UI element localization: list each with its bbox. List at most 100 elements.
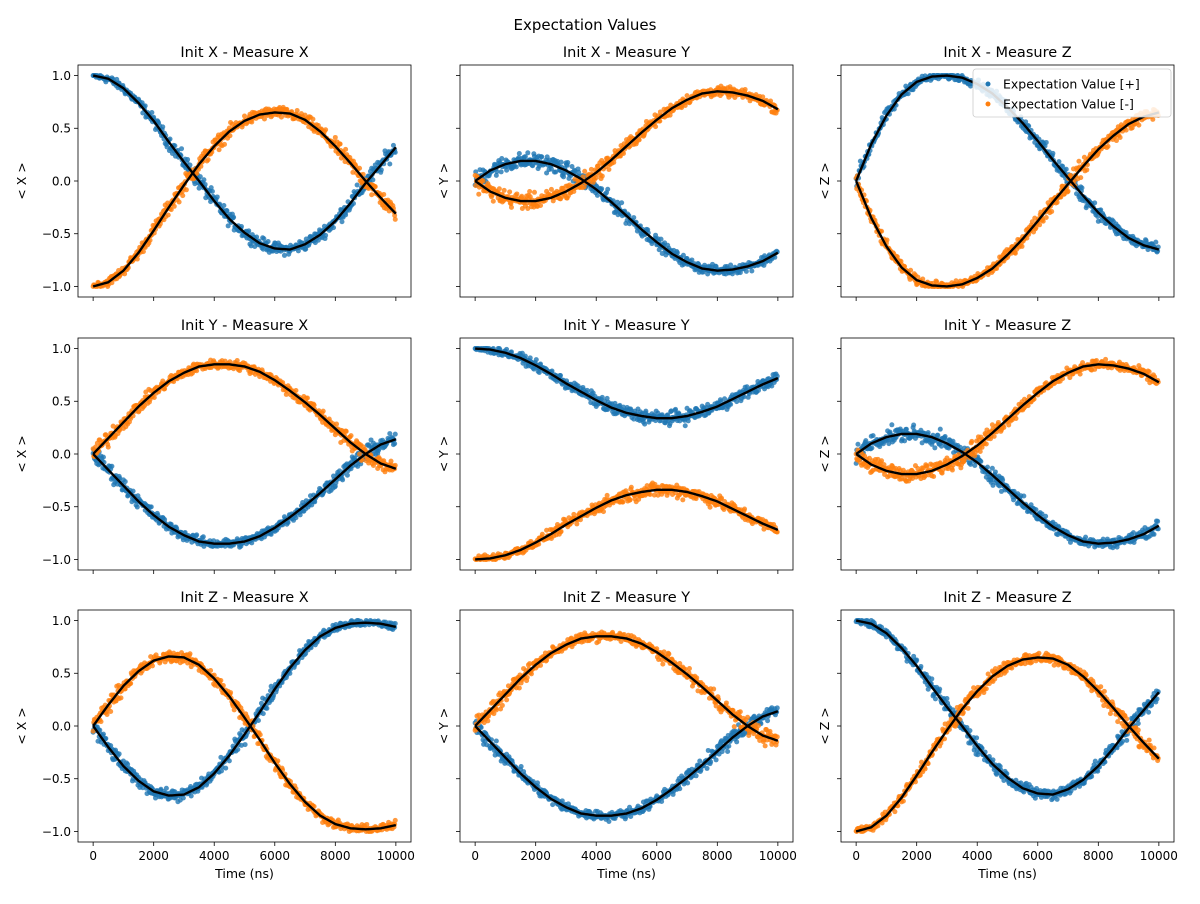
data-point	[333, 135, 338, 140]
subplot-2: Init X - Measure Y< Y >	[436, 45, 793, 301]
data-point	[728, 402, 733, 407]
data-layer	[473, 346, 780, 562]
data-point	[629, 485, 634, 490]
data-point	[1118, 135, 1123, 140]
data-point	[600, 174, 605, 179]
data-point	[293, 388, 298, 393]
data-point	[565, 160, 570, 165]
y-tick-label: 0.5	[52, 395, 71, 409]
data-point	[1049, 209, 1054, 214]
fit-line	[93, 439, 396, 543]
data-point	[744, 269, 749, 274]
data-point	[619, 200, 624, 205]
data-point	[605, 187, 610, 192]
legend-label: Expectation Value [+]	[1003, 77, 1140, 92]
data-point	[179, 146, 184, 151]
subplot-4: Init Y - Measure X< X >−1.0−0.50.00.51.0	[14, 318, 411, 574]
data-point	[222, 142, 227, 147]
data-point	[1064, 167, 1069, 172]
data-point	[1150, 117, 1155, 122]
data-point	[509, 205, 514, 210]
data-point	[166, 213, 171, 218]
data-point	[381, 192, 386, 197]
data-point	[743, 87, 748, 92]
data-point	[221, 203, 226, 208]
data-point	[502, 188, 507, 193]
data-point	[599, 186, 604, 191]
subplot-1: Init X - Measure X< X >−1.0−0.50.00.51.0	[14, 45, 411, 301]
data-point	[231, 215, 236, 220]
data-point	[525, 150, 530, 155]
data-point	[135, 505, 140, 510]
data-point	[637, 137, 642, 142]
data-point	[749, 268, 754, 273]
data-point	[1076, 159, 1081, 164]
data-point	[215, 194, 220, 199]
data-point	[1020, 244, 1025, 249]
subplot-title: Init Y - Measure Y	[563, 318, 689, 334]
y-tick-label: −1.0	[42, 553, 71, 567]
y-axis-label: < X >	[14, 162, 29, 199]
data-point	[1084, 167, 1089, 172]
data-point	[345, 473, 350, 478]
data-point	[539, 154, 544, 159]
data-point	[201, 534, 206, 539]
data-layer	[473, 84, 780, 277]
data-point	[393, 217, 398, 222]
y-axis-label: < Z >	[817, 162, 832, 199]
data-point	[123, 479, 128, 484]
subplot-3: Init X - Measure Z < Z > Expectation Value…	[817, 45, 1174, 301]
data-point	[343, 147, 348, 152]
legend: Expectation Value [+]Expectation Value […	[973, 69, 1171, 117]
data-point	[149, 504, 154, 509]
data-point	[582, 169, 587, 174]
data-point	[605, 493, 610, 498]
data-point	[160, 124, 165, 129]
fit-line	[93, 364, 396, 468]
y-axis-label: < Y >	[436, 436, 451, 473]
data-point	[1050, 151, 1055, 156]
data-point	[1136, 123, 1141, 128]
y-tick-label: 1.0	[52, 69, 71, 83]
data-point	[106, 445, 111, 450]
subplot-title: Init X - Measure Z	[943, 45, 1071, 61]
data-point	[387, 161, 392, 166]
data-point	[1044, 140, 1049, 145]
y-tick-label: 0.0	[52, 174, 71, 188]
data-point	[295, 108, 300, 113]
legend-marker	[986, 82, 991, 87]
data-point	[185, 157, 190, 162]
data-point	[620, 500, 625, 505]
data-point	[338, 141, 343, 146]
y-tick-label: 1.0	[52, 342, 71, 356]
data-point	[246, 228, 251, 233]
data-point	[499, 169, 504, 174]
data-point	[180, 193, 185, 198]
data-point	[321, 409, 326, 414]
y-tick-label: −0.5	[42, 500, 71, 514]
data-point	[393, 432, 398, 437]
data-point	[392, 441, 397, 446]
data-point	[323, 127, 328, 132]
data-point	[210, 189, 215, 194]
data-point	[340, 477, 345, 482]
data-point	[344, 429, 349, 434]
data-point	[514, 164, 519, 169]
data-point	[339, 219, 344, 224]
data-point	[1078, 175, 1083, 180]
data-point	[282, 253, 287, 258]
y-tick-label: 0.5	[52, 122, 71, 136]
data-point	[293, 515, 298, 520]
data-point	[594, 175, 599, 180]
data-point	[648, 492, 653, 497]
y-tick-label: −1.0	[42, 280, 71, 294]
data-point	[355, 182, 360, 187]
data-point	[334, 422, 339, 427]
subplot-title: Init X - Measure X	[180, 45, 308, 61]
data-point	[497, 186, 502, 191]
scatter-series-plus	[473, 150, 780, 276]
data-point	[349, 433, 354, 438]
subplot-title: Init Y - Measure X	[181, 318, 308, 334]
fit-line	[475, 91, 778, 201]
data-point	[369, 192, 374, 197]
